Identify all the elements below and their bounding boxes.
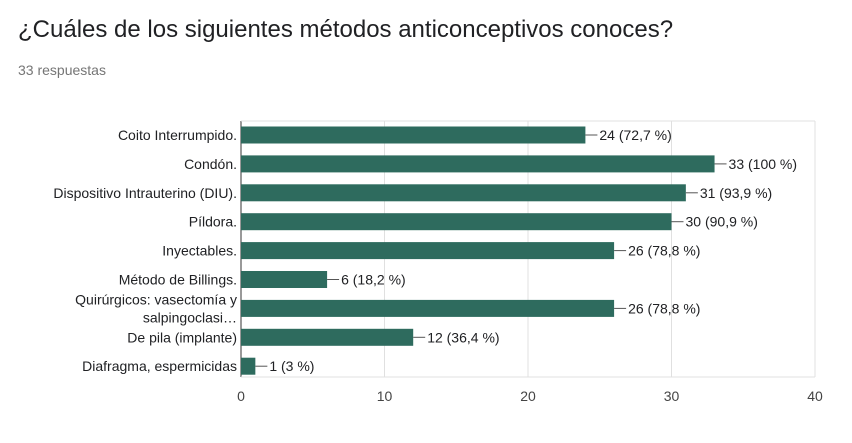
data-label: 1 (3 %) — [269, 358, 314, 374]
category-label: Quirúrgicos: vasectomía y — [75, 291, 237, 307]
category-label: Inyectables. — [162, 243, 237, 259]
category-label: De pila (implante) — [127, 329, 237, 345]
x-tick-label: 20 — [520, 388, 536, 404]
bar — [241, 126, 586, 144]
bar — [241, 213, 672, 231]
category-label: Dispositivo Intrauterino (DIU). — [53, 185, 237, 201]
data-label: 12 (36,4 %) — [427, 329, 499, 345]
category-label: salpingoclasi… — [143, 309, 237, 325]
bar — [241, 299, 615, 317]
x-tick-label: 30 — [664, 388, 680, 404]
bar — [241, 155, 715, 173]
x-tick-label: 0 — [237, 388, 245, 404]
bar — [241, 357, 256, 375]
category-label: Coito Interrumpido. — [118, 127, 237, 143]
x-tick-label: 10 — [377, 388, 393, 404]
data-label: 30 (90,9 %) — [686, 214, 758, 230]
bars — [241, 126, 715, 375]
response-count: 33 respuestas — [18, 62, 106, 78]
x-tick-label: 40 — [807, 388, 823, 404]
data-label: 26 (78,8 %) — [628, 243, 700, 259]
category-label: Píldora. — [189, 214, 237, 230]
data-label: 24 (72,7 %) — [599, 127, 671, 143]
category-label: Método de Billings. — [119, 272, 237, 288]
data-label: 31 (93,9 %) — [700, 185, 772, 201]
bar — [241, 271, 328, 288]
chart-title: ¿Cuáles de los siguientes métodos antico… — [18, 16, 674, 43]
data-label: 33 (100 %) — [729, 156, 797, 172]
category-label: Diafragma, espermicidas — [82, 358, 237, 374]
bar — [241, 328, 414, 346]
x-tick-labels: 0 10 20 30 40 — [237, 388, 823, 404]
category-labels: Coito Interrumpido. Condón. Dispositivo In… — [53, 127, 237, 374]
data-labels: 24 (72,7 %) 33 (100 %) 31 (93,9 %) 30 (90,9… — [255, 127, 797, 374]
data-label: 26 (78,8 %) — [628, 300, 700, 316]
data-label: 6 (18,2 %) — [341, 272, 406, 288]
category-label: Condón. — [184, 156, 237, 172]
bar — [241, 184, 686, 202]
bar — [241, 242, 615, 260]
